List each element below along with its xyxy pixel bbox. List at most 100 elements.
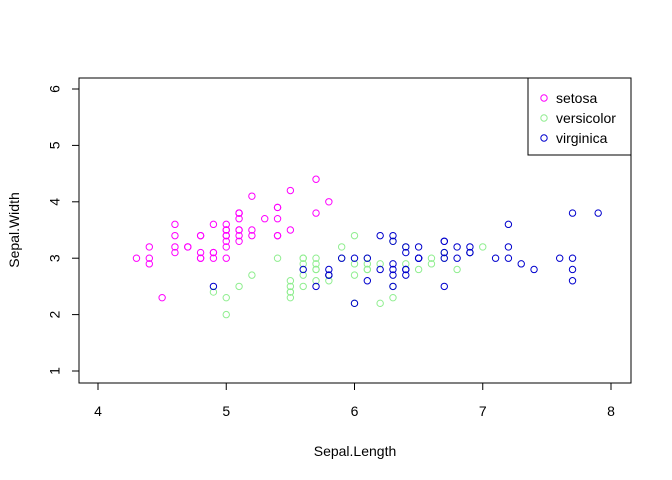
y-axis: 1 2 3 4 5 6 — [47, 85, 80, 375]
point-setosa — [222, 243, 230, 251]
y-tick-label: 2 — [47, 310, 63, 318]
point-virginica — [491, 254, 500, 262]
point-virginica — [466, 248, 474, 257]
point-virginica — [504, 243, 513, 251]
point-virginica — [376, 265, 384, 274]
point-setosa — [235, 237, 243, 245]
point-virginica — [440, 237, 448, 245]
point-versicolor — [286, 277, 295, 285]
point-versicolor — [299, 260, 307, 268]
point-setosa — [248, 226, 256, 234]
point-setosa — [325, 198, 333, 206]
point-versicolor — [389, 293, 397, 302]
point-versicolor — [414, 265, 423, 274]
point-versicolor — [209, 288, 218, 296]
point-setosa — [209, 220, 218, 229]
point-virginica — [414, 243, 423, 251]
point-setosa — [235, 226, 243, 234]
point-versicolor — [350, 260, 359, 268]
point-virginica — [504, 220, 513, 229]
point-versicolor — [337, 243, 346, 251]
point-setosa — [235, 209, 243, 217]
point-virginica — [453, 254, 461, 262]
x-tick-label: 7 — [479, 403, 487, 419]
point-versicolor — [222, 293, 230, 302]
point-versicolor — [248, 271, 256, 279]
point-setosa — [273, 231, 282, 240]
point-virginica — [440, 282, 448, 291]
legend-marker-setosa — [540, 94, 548, 102]
x-axis: 4 5 6 7 8 — [94, 382, 615, 419]
legend-label-setosa: setosa — [556, 90, 597, 106]
point-virginica — [594, 209, 602, 217]
point-versicolor — [299, 254, 307, 262]
point-setosa — [145, 243, 154, 251]
point-setosa — [196, 254, 205, 262]
point-virginica — [466, 243, 474, 251]
point-setosa — [222, 254, 230, 262]
point-setosa — [235, 231, 243, 240]
point-virginica — [299, 265, 307, 274]
point-setosa — [312, 209, 320, 217]
point-virginica — [414, 254, 423, 262]
point-virginica — [402, 243, 410, 251]
point-setosa — [184, 243, 192, 251]
point-virginica — [389, 237, 397, 245]
point-virginica — [556, 254, 564, 262]
point-virginica — [389, 265, 397, 274]
point-versicolor — [402, 260, 410, 268]
x-axis-label: Sepal.Length — [314, 443, 397, 459]
point-virginica — [389, 260, 397, 268]
point-setosa — [248, 231, 256, 240]
point-virginica — [363, 254, 372, 262]
point-virginica — [389, 231, 397, 240]
point-versicolor — [350, 271, 359, 279]
point-versicolor — [427, 254, 436, 262]
point-versicolor — [479, 243, 487, 251]
point-versicolor — [363, 265, 372, 274]
point-virginica — [440, 254, 448, 262]
point-virginica — [568, 254, 577, 262]
point-virginica — [402, 265, 410, 274]
x-tick-label: 4 — [94, 403, 102, 419]
data-points — [132, 175, 602, 319]
point-setosa — [171, 231, 179, 240]
point-versicolor — [376, 299, 384, 308]
point-versicolor — [273, 254, 282, 262]
y-tick-label: 3 — [47, 254, 63, 262]
point-virginica — [453, 243, 461, 251]
point-versicolor — [363, 260, 372, 268]
y-tick-label: 5 — [47, 141, 63, 149]
point-versicolor — [222, 310, 230, 319]
point-virginica — [568, 209, 577, 217]
point-virginica — [530, 265, 538, 274]
point-versicolor — [312, 260, 320, 268]
point-virginica — [312, 282, 320, 291]
legend: setosa versicolor virginica — [527, 77, 632, 156]
point-versicolor — [299, 282, 307, 291]
point-virginica — [337, 254, 346, 262]
point-setosa — [286, 186, 295, 195]
point-setosa — [171, 220, 179, 229]
point-versicolor — [427, 260, 436, 268]
point-versicolor — [312, 254, 320, 262]
y-tick-label: 6 — [47, 85, 63, 93]
point-setosa — [158, 293, 166, 302]
point-versicolor — [286, 293, 295, 302]
point-virginica — [325, 271, 333, 279]
legend-label-virginica: virginica — [556, 130, 608, 146]
point-versicolor — [312, 265, 320, 274]
point-virginica — [402, 271, 410, 279]
point-setosa — [132, 254, 141, 262]
point-virginica — [350, 254, 359, 262]
y-tick-label: 1 — [47, 367, 63, 375]
point-versicolor — [453, 265, 461, 274]
legend-marker-virginica — [540, 134, 548, 142]
point-setosa — [286, 226, 295, 234]
point-setosa — [209, 248, 218, 257]
point-virginica — [568, 277, 577, 285]
point-versicolor — [299, 271, 307, 279]
point-setosa — [222, 226, 230, 234]
point-setosa — [222, 220, 230, 229]
